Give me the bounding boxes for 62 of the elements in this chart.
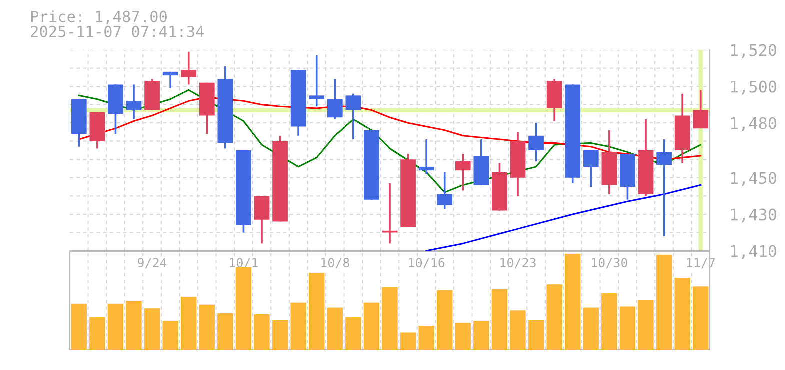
bar: [126, 301, 142, 350]
x-tick-label: 10/1: [230, 258, 258, 269]
bar: [474, 321, 490, 350]
x-tick-label: 10/8: [322, 258, 350, 269]
bar: [638, 300, 654, 350]
x-tick-label: 10/23: [500, 258, 536, 269]
bar: [364, 302, 380, 350]
bar: [436, 290, 453, 350]
bar: [254, 314, 270, 350]
candlestick: [162, 71, 178, 90]
bar: [382, 288, 398, 350]
bar: [71, 304, 88, 350]
bar: [528, 320, 544, 350]
bar: [308, 273, 325, 350]
candlestick: [528, 122, 544, 162]
y-tick-label: 1,520: [731, 44, 776, 58]
candlestick: [418, 138, 434, 176]
y-tick-label: 1,480: [731, 117, 776, 132]
bar: [674, 278, 690, 350]
bar: [492, 289, 508, 350]
bar: [656, 254, 672, 350]
candlestick: [309, 54, 325, 108]
x-tick-label: 10/16: [409, 258, 445, 269]
bar: [162, 321, 178, 350]
candlestick: [346, 92, 362, 140]
y-tick-label: 1,500: [731, 80, 776, 95]
chart-title: Price: 1,487.00: [31, 10, 167, 24]
candlestick: [327, 78, 343, 120]
bar: [290, 302, 306, 350]
bar: [144, 308, 160, 350]
bar: [327, 308, 344, 350]
bar: [272, 320, 288, 350]
bar: [180, 297, 197, 350]
bar: [90, 317, 106, 350]
bar: [510, 310, 526, 350]
chart-subtitle: 2025-11-07 07:41:34: [31, 26, 204, 38]
x-tick-label: 9/24: [138, 258, 167, 269]
y-tick-label: 1,450: [731, 172, 776, 186]
bar: [218, 313, 234, 350]
candlestick: [455, 153, 471, 192]
line-series: [426, 184, 702, 251]
bar: [346, 317, 362, 350]
bar: [602, 293, 618, 350]
candlestick: [126, 84, 142, 120]
bar: [400, 332, 416, 350]
bar: [546, 284, 562, 350]
bar: [455, 323, 472, 350]
candlestick: [437, 172, 453, 210]
candlestick: [181, 50, 197, 86]
bar: [620, 306, 636, 350]
bar: [199, 304, 216, 350]
bar: [583, 308, 600, 350]
bar: [692, 286, 709, 350]
candlestick: [583, 150, 599, 188]
x-tick-label: 10/30: [592, 258, 628, 269]
bar: [108, 304, 124, 350]
y-tick-label: 1,430: [731, 208, 776, 223]
candlestick: [656, 138, 672, 238]
candlestick: [254, 195, 270, 245]
bar: [418, 326, 434, 350]
candlestick: [693, 89, 709, 130]
y-tick-label: 1,410: [731, 245, 776, 260]
